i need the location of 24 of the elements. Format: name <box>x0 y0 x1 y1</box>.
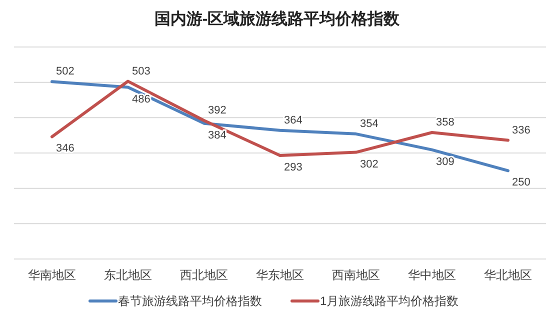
label: 384 <box>208 129 226 142</box>
xtick: 西南地区 <box>332 268 380 282</box>
label: 503 <box>132 65 150 78</box>
title: 国内游-区域旅游线路平均价格指数 <box>154 11 400 28</box>
label: 309 <box>436 156 454 168</box>
label: 250 <box>512 176 530 189</box>
xtick: 西北地区 <box>180 268 228 282</box>
label: 293 <box>284 161 302 174</box>
xtick: 华南地区 <box>28 268 76 282</box>
label: 346 <box>56 142 74 155</box>
label: 354 <box>360 118 378 130</box>
xtick: 华中地区 <box>408 268 456 282</box>
label: 336 <box>512 124 530 136</box>
xtick: 华北地区 <box>484 268 532 282</box>
legend-label: 1月旅游线路平均价格指数 <box>320 294 459 308</box>
label: 364 <box>284 114 302 126</box>
legend-label: 春节旅游线路平均价格指数 <box>118 294 262 308</box>
xtick: 东北地区 <box>104 268 152 282</box>
xtick: 华东地区 <box>256 268 304 282</box>
label: 486 <box>132 93 150 106</box>
label: 392 <box>208 104 226 116</box>
label: 302 <box>360 158 378 170</box>
label: 502 <box>56 66 74 78</box>
label: 358 <box>436 116 454 128</box>
